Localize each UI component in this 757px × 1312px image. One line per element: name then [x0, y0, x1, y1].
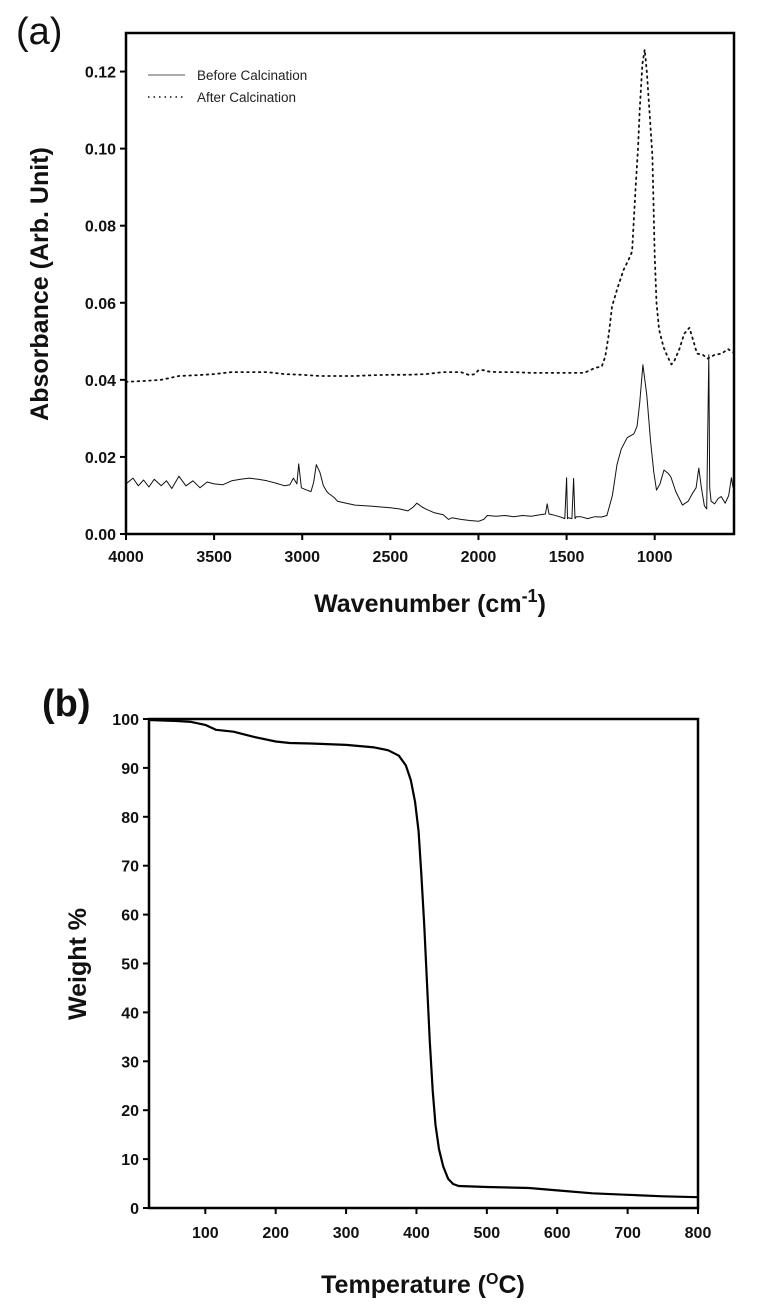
y-tick-label: 70 [121, 859, 139, 876]
panel-b-x-axis-title: Temperature (OC) [321, 1271, 525, 1299]
x-tick-label: 2000 [461, 549, 497, 566]
y-tick-label: 0.00 [85, 527, 116, 544]
y-tick-label: 80 [121, 810, 139, 827]
legend: Before Calcination After Calcination [148, 68, 307, 105]
panel-b-plot-frame [147, 717, 700, 1210]
y-tick-label: 90 [121, 761, 139, 778]
x-title-end: C) [498, 1271, 524, 1299]
x-tick-label: 3500 [196, 549, 232, 566]
y-tick-label: 30 [121, 1054, 139, 1071]
x-tick-label: 2500 [373, 549, 409, 566]
legend-after-calcination: After Calcination [197, 90, 296, 105]
x-tick-label: 800 [685, 1225, 712, 1242]
panel-a-x-axis-title: Wavenumber (cm-1) [314, 586, 546, 618]
x-title-end: ) [538, 590, 546, 618]
panel-a-plot-frame [124, 31, 736, 536]
x-tick-label: 700 [614, 1225, 641, 1242]
panel-a-ticks: 4000 3500 3000 2500 2000 1500 1000 0.00 0.02 0.04… [85, 65, 673, 566]
panel-a-y-axis-title: Absorbance (Arb. Unit) [26, 147, 54, 421]
x-tick-label: 1000 [637, 549, 673, 566]
panel-b-label: (b) [42, 683, 91, 725]
y-tick-label: 50 [121, 957, 139, 974]
y-tick-label: 0.06 [85, 296, 116, 313]
y-tick-label: 0.04 [85, 373, 116, 390]
panel-a-ftir-chart: (a) 4000 3500 3000 2500 2000 1500 1000 0.00 0.02… [16, 11, 736, 618]
x-tick-label: 1500 [549, 549, 585, 566]
y-tick-label: 0.08 [85, 219, 116, 236]
panel-b-y-axis-title: Weight % [64, 908, 92, 1020]
x-tick-label: 4000 [108, 549, 144, 566]
x-title-superscript: O [486, 1271, 498, 1288]
panel-b-series [148, 718, 699, 1199]
panel-a-series [125, 48, 735, 522]
x-tick-label: 200 [262, 1225, 289, 1242]
panel-b-tga-chart: (b) 100 200 300 400 500 600 700 800 0 10 20 30 40 50 6… [42, 683, 711, 1299]
panel-b-ticks: 100 200 300 400 500 600 700 800 0 10 20 30 40 50 60 70 8… [112, 712, 711, 1242]
y-tick-label: 20 [121, 1103, 139, 1120]
y-tick-label: 0.10 [85, 142, 116, 159]
y-tick-label: 0 [130, 1201, 139, 1218]
x-tick-label: 600 [544, 1225, 571, 1242]
series-line-after-calcination [125, 48, 735, 383]
series-line-before-calcination [125, 354, 734, 522]
y-tick-label: 100 [112, 712, 139, 729]
y-tick-label: 60 [121, 908, 139, 925]
x-title-main: Temperature ( [321, 1271, 487, 1299]
y-tick-label: 0.12 [85, 65, 116, 82]
x-tick-label: 500 [473, 1225, 500, 1242]
x-tick-label: 3000 [284, 549, 320, 566]
x-tick-label: 300 [333, 1225, 360, 1242]
y-tick-label: 40 [121, 1005, 139, 1022]
x-title-superscript: -1 [522, 586, 538, 606]
y-tick-label: 0.02 [85, 450, 116, 467]
y-tick-label: 10 [121, 1152, 139, 1169]
x-title-main: Wavenumber (cm [314, 590, 521, 618]
x-tick-label: 100 [192, 1225, 219, 1242]
series-line-0 [148, 718, 699, 1199]
panel-a-label: (a) [16, 11, 62, 53]
x-tick-label: 400 [403, 1225, 430, 1242]
legend-before-calcination: Before Calcination [197, 68, 307, 83]
